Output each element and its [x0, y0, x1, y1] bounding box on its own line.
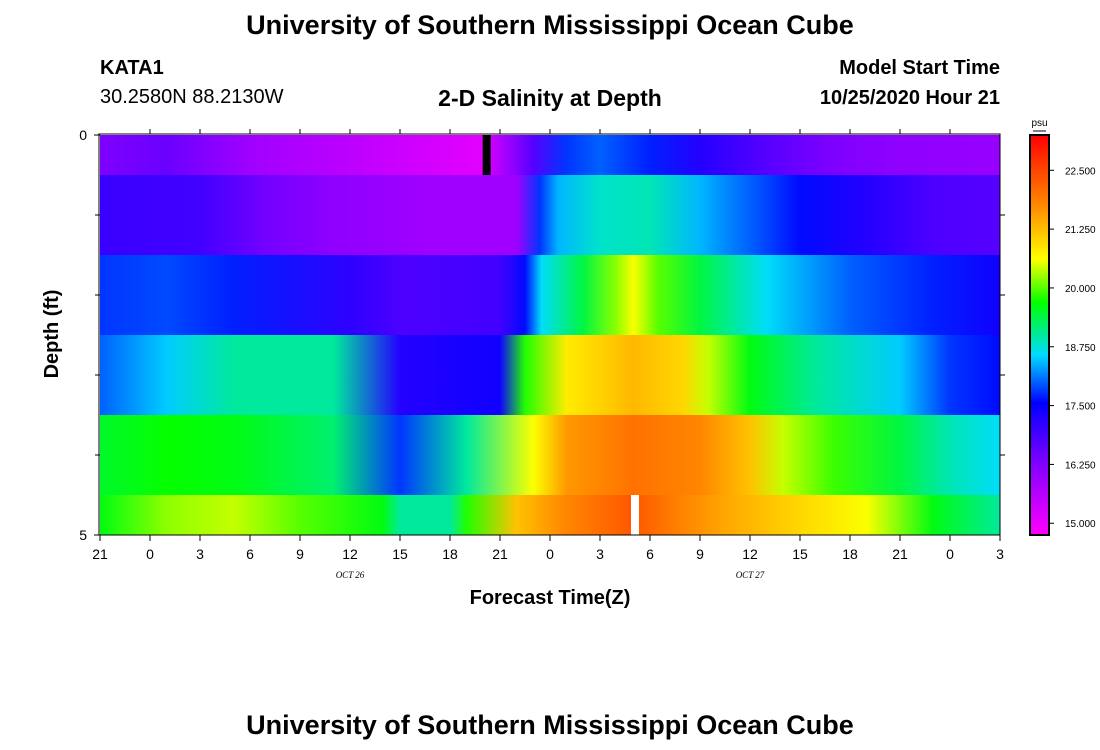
x-tick-label: 3 — [596, 546, 604, 562]
salinity-layer-3 — [100, 335, 1000, 415]
footer-title: University of Southern Mississippi Ocean… — [246, 710, 854, 740]
y-axis-title: Depth (ft) — [41, 290, 63, 379]
model-start-label: Model Start Time — [839, 57, 1000, 79]
model-start-time: 10/25/2020 Hour 21 — [819, 87, 1000, 109]
date-label: OCT 26 — [336, 570, 365, 580]
x-tick-label: 18 — [842, 546, 858, 562]
y-axis: 05 — [79, 127, 1005, 543]
station-id: KATA1 — [100, 57, 164, 79]
colorbar-tick-label: 18.750 — [1065, 343, 1096, 354]
salinity-layer-4 — [100, 415, 1000, 495]
x-tick-label: 6 — [646, 546, 654, 562]
x-tick-label: 21 — [92, 546, 108, 562]
x-tick-label: 12 — [342, 546, 358, 562]
station-coordinates: 30.2580N 88.2130W — [100, 86, 284, 108]
x-tick-label: 0 — [946, 546, 954, 562]
colorbar-tick-label: 15.000 — [1065, 519, 1096, 530]
x-tick-label: 3 — [996, 546, 1004, 562]
x-axis-title: Forecast Time(Z) — [470, 587, 631, 609]
colorbar-tick-label: 22.500 — [1065, 166, 1096, 177]
x-tick-label: 9 — [296, 546, 304, 562]
chart-title: 2-D Salinity at Depth — [438, 85, 662, 111]
time-marker-1 — [631, 495, 639, 535]
colorbar-tick-label: 16.250 — [1065, 460, 1096, 471]
colorbar-tick-label: 20.000 — [1065, 284, 1096, 295]
x-tick-label: 12 — [742, 546, 758, 562]
x-tick-label: 6 — [246, 546, 254, 562]
x-tick-label: 21 — [492, 546, 508, 562]
colorbar-tick-label: 17.500 — [1065, 402, 1096, 413]
heatmap-layers — [100, 135, 1000, 535]
colorbar: 15.000 16.250 17.500 18.750 20.000 21.250 22.5… — [1029, 118, 1096, 536]
x-tick-label: 18 — [442, 546, 458, 562]
x-tick-label: 9 — [696, 546, 704, 562]
page-title: University of Southern Mississippi Ocean… — [246, 10, 854, 40]
time-markers — [482, 135, 639, 535]
colorbar-tick-label: 21.250 — [1065, 225, 1096, 236]
x-tick-label: 0 — [146, 546, 154, 562]
x-tick-label: 0 — [546, 546, 554, 562]
colorbar-scale — [1029, 134, 1050, 536]
salinity-layer-2 — [100, 255, 1000, 335]
y-tick-label: 5 — [79, 527, 87, 543]
x-tick-label: 3 — [196, 546, 204, 562]
salinity-layer-5 — [100, 495, 1000, 535]
x-tick-label: 21 — [892, 546, 908, 562]
salinity-layer-1 — [100, 175, 1000, 255]
y-tick-label: 0 — [79, 127, 87, 143]
date-label: OCT 27 — [736, 570, 765, 580]
x-tick-label: 15 — [792, 546, 808, 562]
time-marker-0 — [482, 135, 491, 175]
colorbar-unit: psu — [1031, 118, 1047, 129]
salinity-layer-0 — [100, 135, 1000, 175]
x-tick-label: 15 — [392, 546, 408, 562]
x-axis: 21 0 3 6 9 12 15 18 21 0 3 6 9 12 15 18 21 0 3 OCT 26 OCT 27 — [92, 129, 1004, 580]
